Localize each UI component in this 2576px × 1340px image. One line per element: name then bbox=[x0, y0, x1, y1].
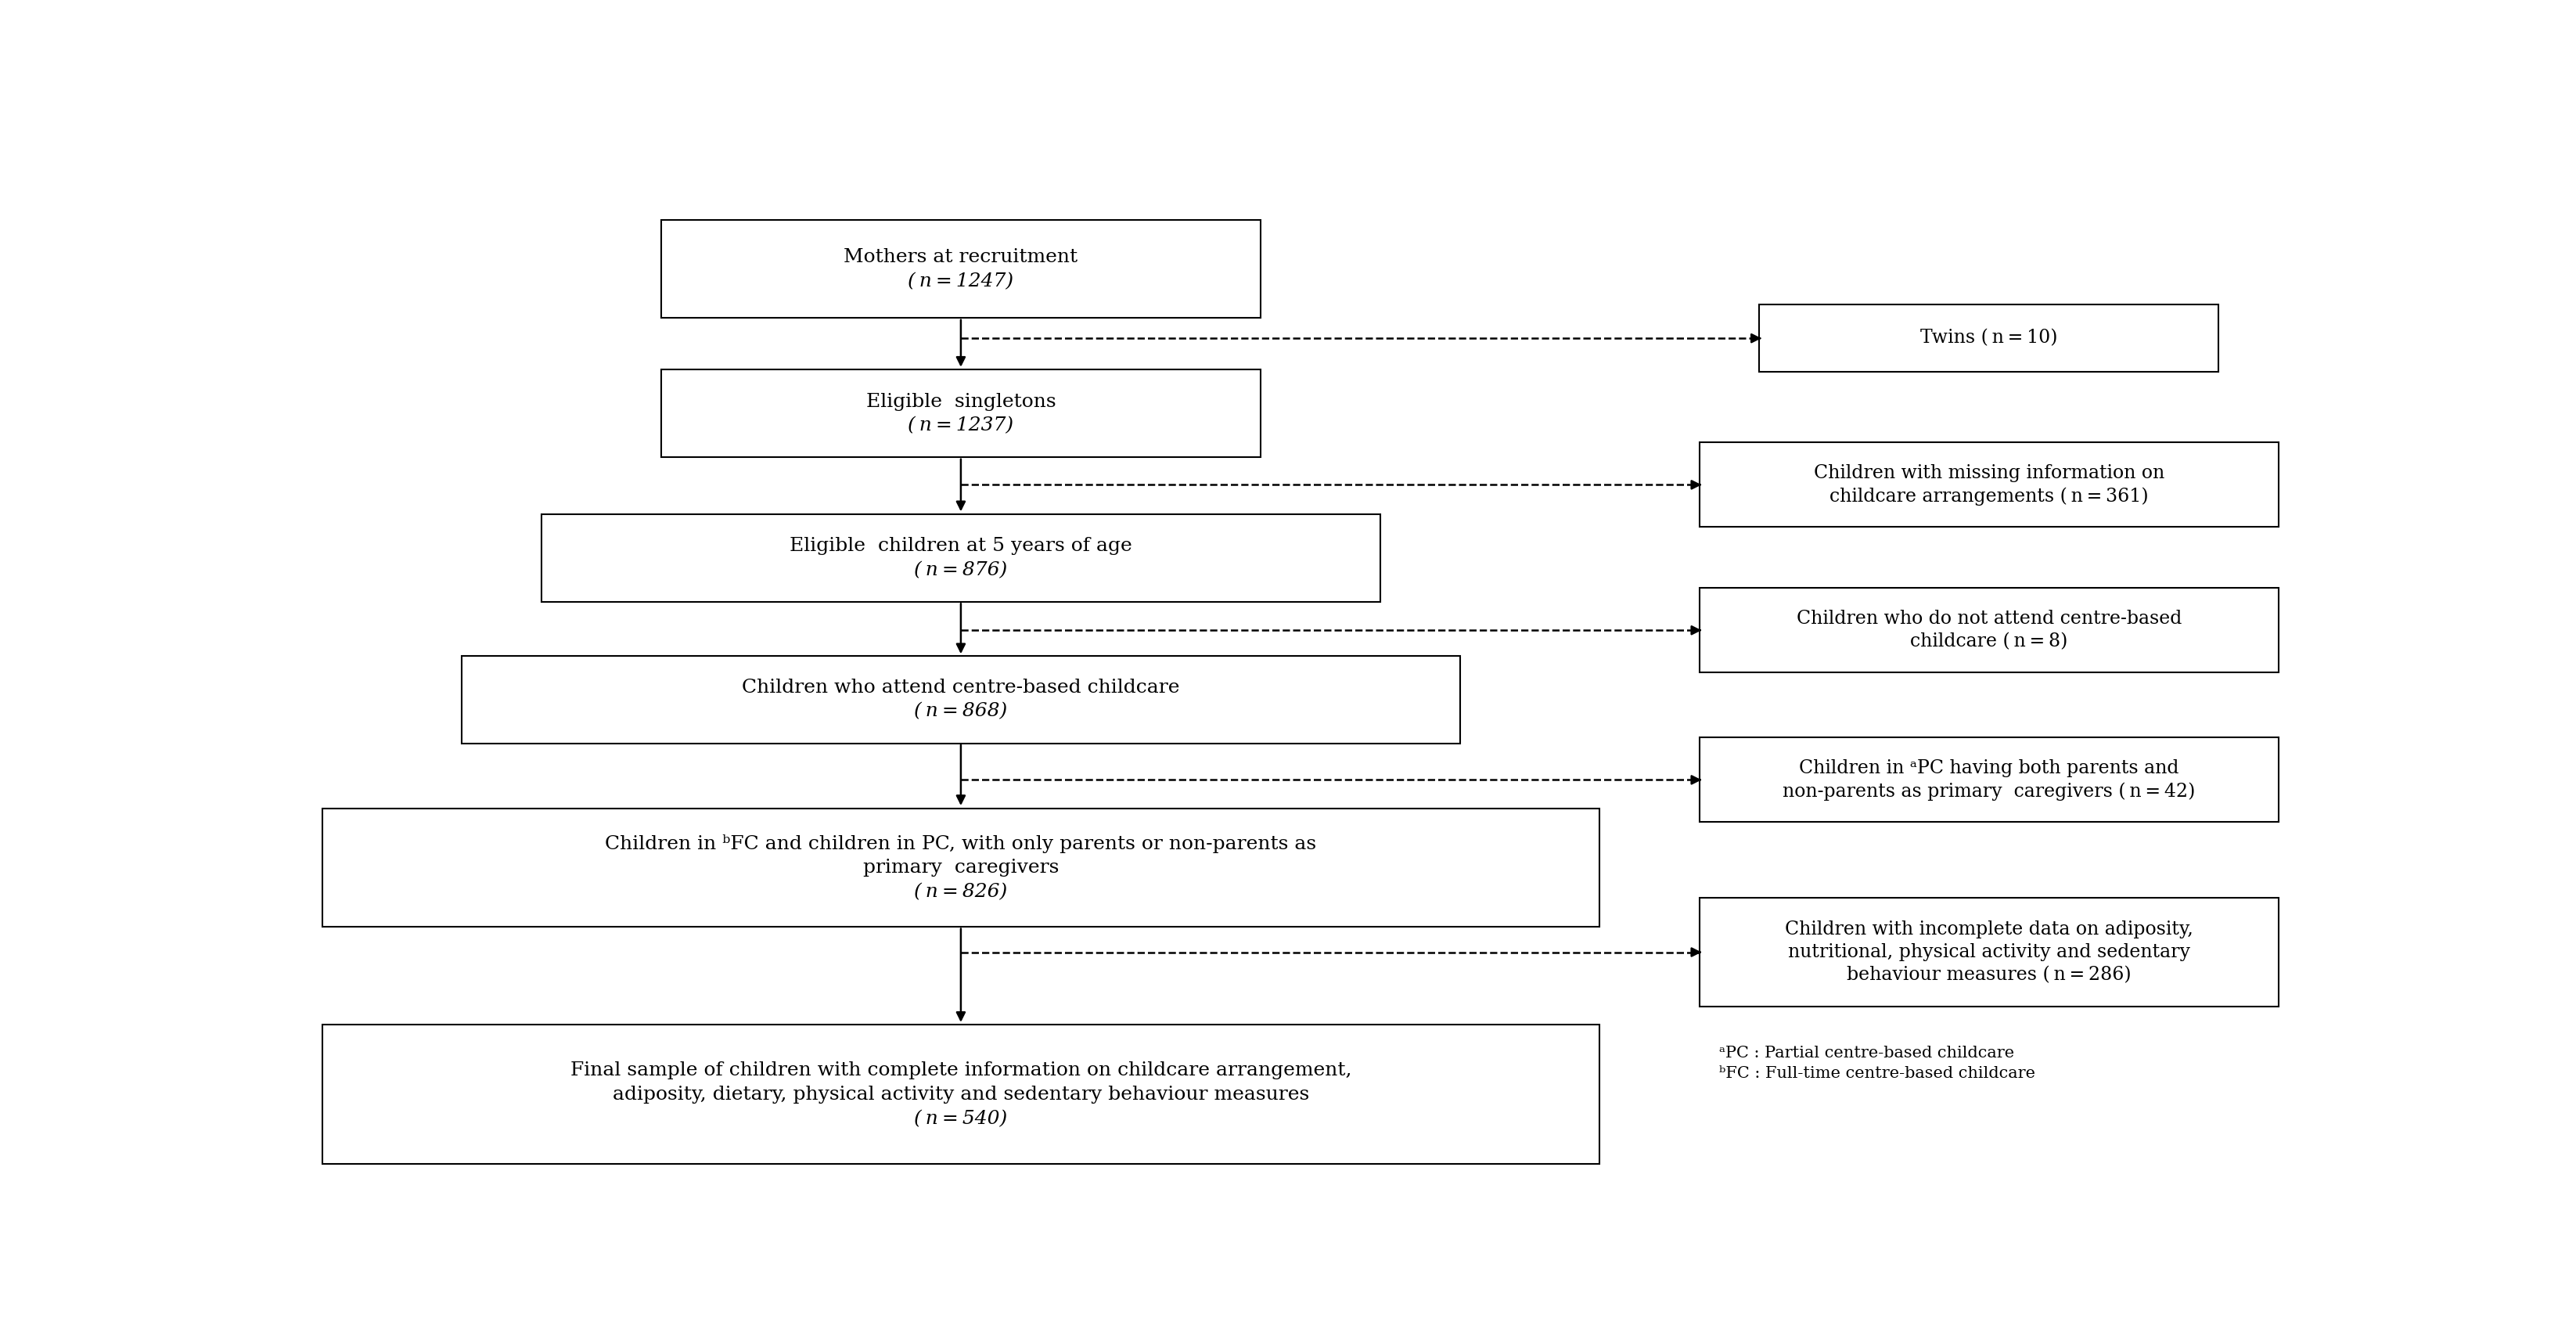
Text: non-parents as primary  caregivers ( n = 42): non-parents as primary caregivers ( n = … bbox=[1783, 783, 2195, 800]
FancyBboxPatch shape bbox=[662, 220, 1260, 318]
Text: nutritional, physical activity and sedentary: nutritional, physical activity and seden… bbox=[1788, 943, 2190, 961]
Text: Children who attend centre-based childcare: Children who attend centre-based childca… bbox=[742, 678, 1180, 697]
Text: childcare ( n = 8): childcare ( n = 8) bbox=[1911, 632, 2069, 651]
Text: Eligible  singletons: Eligible singletons bbox=[866, 393, 1056, 410]
Text: Children in ᵇFC and children in PC, with only parents or non-parents as: Children in ᵇFC and children in PC, with… bbox=[605, 833, 1316, 852]
Text: Mothers at recruitment: Mothers at recruitment bbox=[845, 248, 1077, 267]
Text: Children in ᵃPC having both parents and: Children in ᵃPC having both parents and bbox=[1798, 760, 2179, 777]
Text: childcare arrangements ( n = 361): childcare arrangements ( n = 361) bbox=[1829, 486, 2148, 505]
Text: behaviour measures ( n = 286): behaviour measures ( n = 286) bbox=[1847, 966, 2130, 984]
FancyBboxPatch shape bbox=[1700, 898, 2280, 1006]
Text: Children with missing information on: Children with missing information on bbox=[1814, 465, 2164, 482]
Text: ( n = 868): ( n = 868) bbox=[914, 702, 1007, 721]
FancyBboxPatch shape bbox=[1700, 588, 2280, 673]
FancyBboxPatch shape bbox=[461, 655, 1461, 744]
Text: ( n = 826): ( n = 826) bbox=[914, 883, 1007, 900]
FancyBboxPatch shape bbox=[541, 515, 1381, 602]
Text: ( n = 1237): ( n = 1237) bbox=[907, 417, 1015, 434]
FancyBboxPatch shape bbox=[1759, 304, 2218, 371]
Text: primary  caregivers: primary caregivers bbox=[863, 859, 1059, 876]
FancyBboxPatch shape bbox=[322, 1025, 1600, 1164]
Text: adiposity, dietary, physical activity and sedentary behaviour measures: adiposity, dietary, physical activity an… bbox=[613, 1085, 1309, 1104]
Text: ᵃPC : Partial centre-based childcare: ᵃPC : Partial centre-based childcare bbox=[1718, 1047, 2014, 1061]
Text: Children who do not attend centre-based: Children who do not attend centre-based bbox=[1795, 610, 2182, 628]
FancyBboxPatch shape bbox=[322, 808, 1600, 927]
FancyBboxPatch shape bbox=[662, 370, 1260, 457]
Text: Final sample of children with complete information on childcare arrangement,: Final sample of children with complete i… bbox=[569, 1061, 1352, 1080]
Text: ( n = 876): ( n = 876) bbox=[914, 561, 1007, 579]
Text: Children with incomplete data on adiposity,: Children with incomplete data on adiposi… bbox=[1785, 921, 2192, 938]
Text: ( n = 1247): ( n = 1247) bbox=[907, 272, 1015, 291]
FancyBboxPatch shape bbox=[1700, 737, 2280, 823]
Text: ᵇFC : Full-time centre-based childcare: ᵇFC : Full-time centre-based childcare bbox=[1718, 1065, 2035, 1081]
Text: Twins ( n = 10): Twins ( n = 10) bbox=[1919, 330, 2058, 347]
Text: Eligible  children at 5 years of age: Eligible children at 5 years of age bbox=[791, 537, 1131, 555]
Text: ( n = 540): ( n = 540) bbox=[914, 1110, 1007, 1128]
FancyBboxPatch shape bbox=[1700, 442, 2280, 527]
